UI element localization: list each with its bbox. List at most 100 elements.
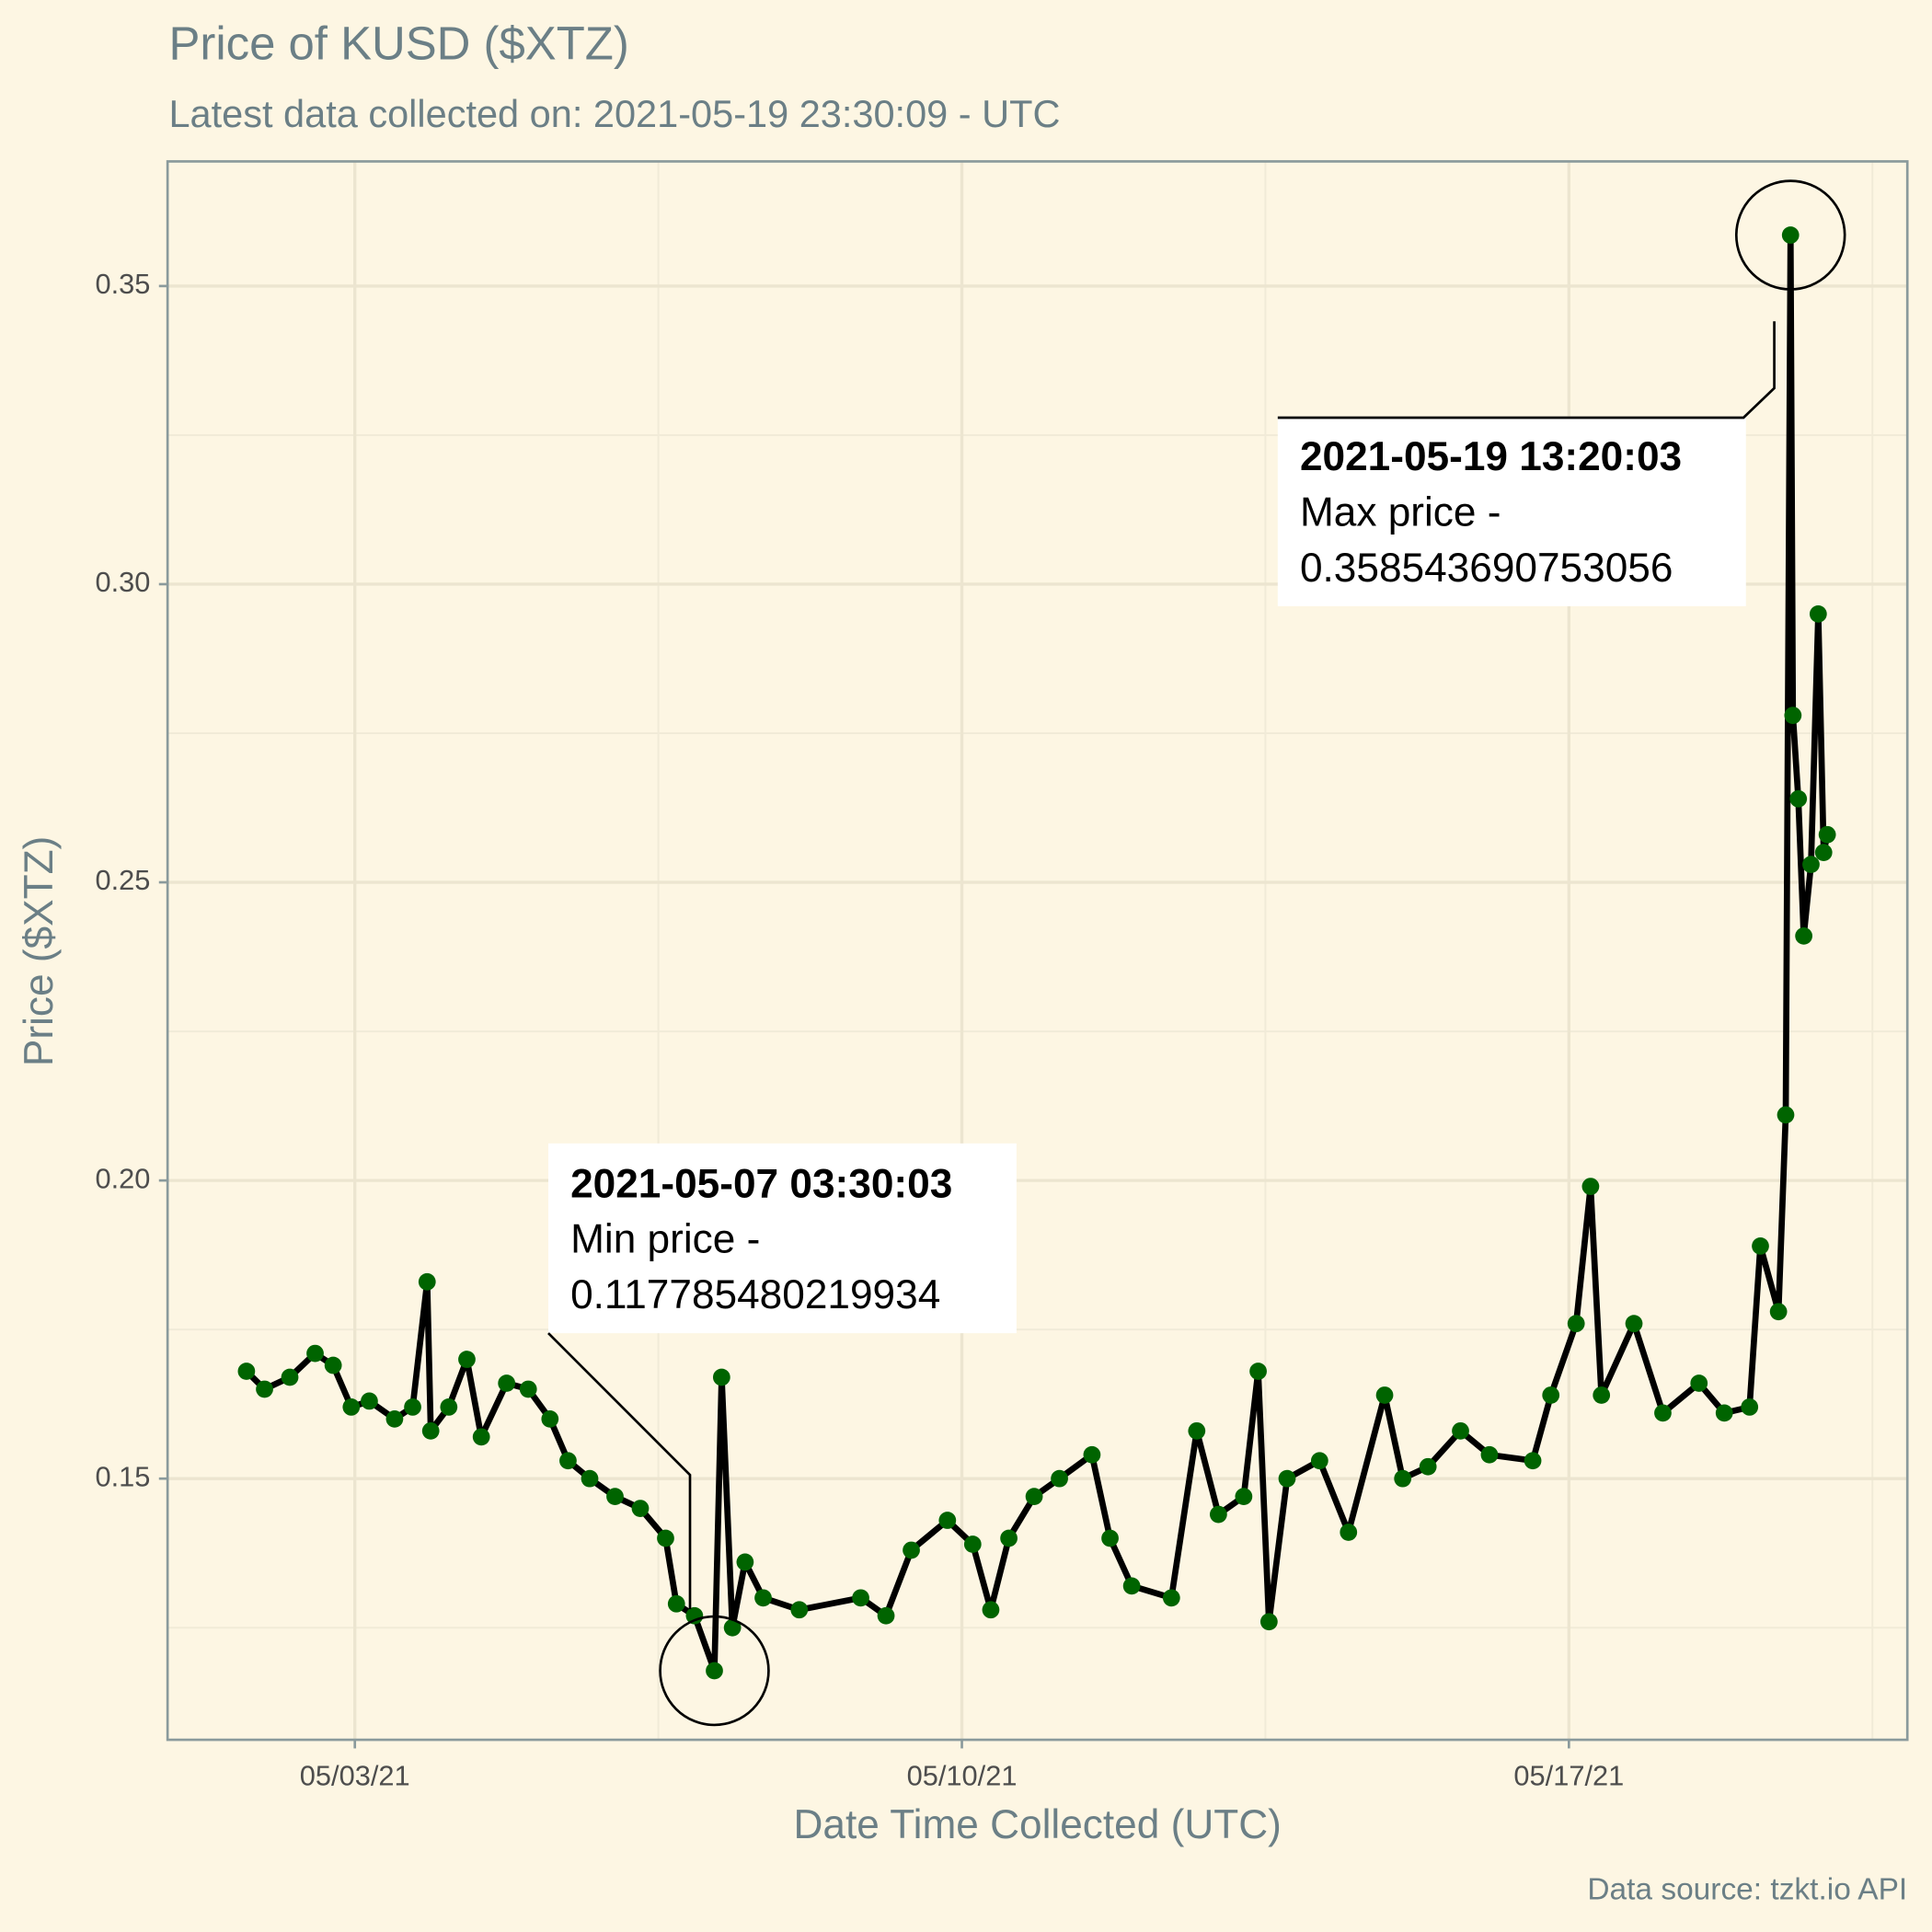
price-point xyxy=(1235,1488,1253,1506)
x-axis-title: Date Time Collected (UTC) xyxy=(793,1802,1281,1847)
price-point xyxy=(1259,1613,1278,1631)
price-point xyxy=(1777,1106,1795,1124)
annotation-text: 2021-05-19 13:20:03 xyxy=(1300,434,1682,479)
price-point xyxy=(790,1601,809,1619)
price-point xyxy=(1162,1589,1180,1607)
x-tick-label: 05/03/21 xyxy=(300,1760,410,1792)
price-point xyxy=(1741,1398,1759,1416)
price-point xyxy=(1567,1315,1585,1333)
price-point xyxy=(1480,1445,1499,1464)
price-point xyxy=(1000,1529,1018,1547)
price-point xyxy=(1781,226,1800,244)
price-point xyxy=(1025,1488,1043,1506)
price-point xyxy=(1625,1315,1643,1333)
price-point xyxy=(361,1392,378,1410)
annotation-leader xyxy=(1277,321,1776,420)
price-point xyxy=(938,1512,957,1529)
annotation-box xyxy=(1277,416,1746,606)
price-point xyxy=(685,1606,704,1625)
price-point xyxy=(418,1272,436,1291)
price-point xyxy=(1789,789,1808,808)
grid: 0.15 0.20 0.25 0.30 0.35 05/03/21 05/10/21 05/1… xyxy=(95,161,1908,1792)
annotation-text: 2021-05-07 03:30:03 xyxy=(570,1161,952,1206)
price-point xyxy=(1394,1469,1412,1488)
annotation-box xyxy=(547,1143,1017,1334)
price-point xyxy=(631,1500,650,1517)
price-point xyxy=(1340,1524,1358,1541)
price-point xyxy=(1419,1457,1437,1476)
price-point xyxy=(541,1409,559,1428)
price-point xyxy=(1122,1577,1141,1595)
price-point xyxy=(1802,856,1820,873)
price-point xyxy=(281,1368,299,1386)
price-point xyxy=(1524,1452,1542,1470)
price-point xyxy=(877,1606,895,1625)
price-point xyxy=(667,1594,685,1613)
price-point xyxy=(519,1380,537,1398)
price-point xyxy=(736,1553,754,1571)
price-point xyxy=(1101,1529,1119,1547)
annotation-text: 0.358543690753056 xyxy=(1300,546,1673,591)
price-point xyxy=(237,1363,256,1380)
price-point xyxy=(458,1351,476,1368)
price-point xyxy=(472,1428,490,1446)
price-point xyxy=(1769,1303,1788,1321)
price-point xyxy=(1310,1452,1328,1470)
annotation-text: Min price - xyxy=(570,1217,760,1262)
price-point xyxy=(1814,844,1833,862)
plot xyxy=(237,226,1836,1680)
price-point xyxy=(1581,1178,1600,1195)
price-point xyxy=(1083,1445,1101,1464)
y-tick-label: 0.35 xyxy=(95,268,150,300)
price-point xyxy=(1210,1505,1227,1524)
price-point xyxy=(606,1488,624,1506)
price-point xyxy=(421,1421,440,1440)
highlight-circle xyxy=(659,1615,770,1727)
price-point xyxy=(404,1398,421,1416)
price-point xyxy=(306,1344,324,1363)
price-point xyxy=(1654,1404,1672,1422)
price-point xyxy=(256,1380,273,1398)
price-point xyxy=(324,1356,342,1374)
price-point xyxy=(963,1535,982,1553)
x-tick-label: 05/17/21 xyxy=(1513,1760,1624,1792)
price-point xyxy=(982,1601,1000,1619)
chart-subtitle: Latest data collected on: 2021-05-19 23:… xyxy=(168,92,1060,135)
price-point xyxy=(723,1618,742,1637)
y-tick-label: 0.25 xyxy=(95,864,150,896)
price-point xyxy=(1593,1386,1611,1404)
y-tick-label: 0.20 xyxy=(95,1162,150,1194)
annotation-text: Max price - xyxy=(1300,489,1501,535)
price-point xyxy=(498,1374,516,1392)
price-point xyxy=(1249,1363,1267,1380)
price-point xyxy=(903,1541,920,1559)
chart-title: Price of KUSD ($XTZ) xyxy=(168,17,628,69)
y-axis-title: Price ($XTZ) xyxy=(17,836,62,1066)
panel-border xyxy=(166,160,1909,1742)
price-point xyxy=(852,1589,869,1607)
price-point xyxy=(581,1469,599,1488)
price-point xyxy=(1690,1374,1708,1392)
price-point xyxy=(1278,1469,1296,1488)
price-point xyxy=(1752,1237,1769,1255)
price-point xyxy=(342,1398,361,1416)
price-point xyxy=(1188,1421,1206,1440)
y-tick-label: 0.30 xyxy=(95,566,150,598)
price-point xyxy=(1542,1386,1560,1404)
price-point xyxy=(712,1368,730,1386)
price-point xyxy=(754,1589,772,1607)
price-point xyxy=(1452,1421,1469,1440)
price-point xyxy=(440,1398,458,1416)
caption: Data source: tzkt.io API xyxy=(1587,1873,1907,1907)
price-point xyxy=(385,1409,404,1428)
annotation-text: 0.117785480219934 xyxy=(570,1272,940,1317)
highlight-circle xyxy=(1734,179,1846,291)
price-point xyxy=(1784,707,1802,724)
price-point xyxy=(559,1452,577,1470)
annotation-leader xyxy=(547,1332,692,1610)
price-point xyxy=(706,1662,723,1680)
price-point xyxy=(1375,1386,1394,1404)
price-point xyxy=(1051,1469,1068,1488)
